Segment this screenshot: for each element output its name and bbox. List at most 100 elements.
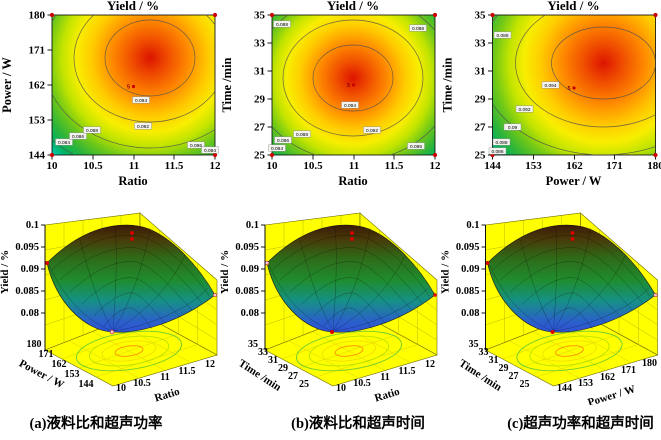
left-tick: 144 [79, 379, 94, 390]
left-tick: 29 [278, 363, 288, 374]
contour-value-labels: 0.088 0.088 0.094 0.092 0.088 0.086 0.08… [268, 20, 427, 152]
right-tick: 11 [380, 372, 389, 383]
z-tick: 0.1 [26, 220, 39, 231]
y-axis-title: Time /min [220, 57, 234, 112]
svg-text:0.086: 0.086 [190, 143, 202, 149]
x-tick: 10 [267, 160, 279, 172]
z-tick: 0.08 [241, 308, 259, 319]
surface-design-points [264, 231, 437, 334]
y-tick: 29 [254, 94, 266, 106]
contour-plot-a: Yield / % Power / W 180 171 162 153 144 [0, 0, 220, 188]
x-axis-title: Ratio [118, 174, 147, 188]
right-tick: 10.5 [353, 378, 371, 389]
x-tick: 10.5 [303, 160, 323, 172]
contour-row: Yield / % Power / W 180 171 162 153 144 [0, 0, 661, 200]
y-tick: 25 [475, 150, 487, 162]
left-tick: 180 [27, 339, 42, 350]
svg-text:0.088: 0.088 [412, 26, 424, 32]
left-tick: 27 [509, 371, 519, 382]
svg-text:0.088: 0.088 [276, 22, 288, 28]
left-tick: 33 [479, 347, 489, 358]
y-tick: 33 [254, 38, 266, 50]
left-tick: 27 [288, 371, 298, 382]
contour-surface [492, 14, 656, 156]
contour-value-labels: 0.084 0.086 0.088 0.092 0.094 0.086 0.08… [55, 96, 219, 154]
z-axis-title: Yield / % [440, 250, 452, 294]
center-design-point: 5 [567, 86, 576, 92]
left-tick: 31 [268, 355, 278, 366]
right-axis-title: Power / W [586, 383, 636, 405]
plot-title: Yield / % [327, 0, 379, 13]
z-tick: 0.09 [21, 264, 39, 275]
x-tick: 171 [606, 160, 623, 172]
surface-plot-a: 0.1 0.095 0.09 0.085 0.08 Yield / % 180 … [0, 212, 218, 405]
z-tick: 0.09 [241, 264, 259, 275]
y-axis-title: Power / W [0, 57, 14, 113]
z-tick: 0.085 [456, 286, 480, 297]
corner-design-points [269, 12, 438, 158]
response-surface [46, 224, 216, 333]
x-axis-title: Ratio [338, 174, 367, 188]
z-tick: 0.08 [21, 308, 39, 319]
y-tick: 27 [254, 122, 266, 134]
surface-plot-b: 0.1 0.095 0.09 0.085 0.08 Yield / % 35 3… [220, 212, 438, 405]
y-tick: 33 [475, 38, 487, 50]
right-axis-title: Ratio [153, 385, 182, 404]
surface-plot-c: 0.1 0.095 0.09 0.085 0.08 Yield / % 35 3… [440, 212, 659, 405]
floor-contour-rings [516, 330, 623, 372]
y-tick: 35 [475, 10, 487, 22]
svg-text:0.09: 0.09 [508, 125, 518, 131]
svg-text:0.092: 0.092 [137, 124, 149, 130]
contour-value-labels: 0.086 0.094 0.092 0.09 0.088 0.086 [488, 31, 560, 155]
svg-text:5: 5 [567, 86, 570, 92]
right-axis-title: Ratio [373, 385, 402, 404]
svg-text:0.086: 0.086 [491, 149, 503, 155]
right-tick: 10 [336, 383, 346, 394]
x-tick: 180 [647, 160, 661, 172]
svg-text:0.088: 0.088 [495, 140, 507, 146]
plot-title: Yield / % [547, 0, 599, 13]
response-surface [266, 224, 436, 333]
surface-mesh [48, 225, 211, 332]
caption-b: (b)液料比和超声时间 [291, 416, 425, 432]
plot-title: Yield / % [107, 0, 159, 13]
left-tick: 35 [248, 339, 258, 350]
svg-text:0.084: 0.084 [271, 146, 283, 152]
x-axis-ticks: 144 153 162 171 180 [484, 155, 661, 172]
svg-text:0.086: 0.086 [410, 144, 422, 150]
y-tick: 153 [29, 115, 46, 127]
floor [44, 312, 218, 387]
x-tick: 12 [430, 160, 441, 172]
y-axis-ticks: 35 33 31 29 27 25 [254, 10, 272, 162]
right-tick: 11 [160, 372, 169, 383]
contour-plot-b: Yield / % Time /min 35 33 31 29 27 25 [220, 0, 441, 188]
right-tick: 12 [205, 359, 215, 370]
svg-text:0.086: 0.086 [72, 134, 84, 140]
svg-text:5: 5 [127, 85, 130, 91]
z-tick: 0.1 [466, 220, 479, 231]
z-tick: 0.085 [235, 286, 259, 297]
svg-text:0.094: 0.094 [135, 98, 147, 104]
left-tick: 162 [52, 359, 67, 370]
svg-text:0.084: 0.084 [204, 148, 216, 154]
x-tick: 10 [47, 160, 59, 172]
svg-text:0.084: 0.084 [58, 140, 70, 146]
caption-a: (a)液料比和超声功率 [29, 416, 163, 432]
right-tick: 171 [621, 365, 636, 376]
left-tick: 25 [299, 379, 309, 390]
right-tick: 153 [578, 378, 593, 389]
z-axis: 0.1 0.095 0.09 0.085 0.08 Yield / % [220, 220, 266, 350]
right-tick: 11.5 [399, 366, 416, 377]
contour-lines [272, 15, 435, 155]
surface-design-points [485, 231, 658, 334]
y-axis-ticks: 180 171 162 153 144 [29, 10, 52, 162]
y-tick: 27 [475, 122, 487, 134]
floor-contour-rings [296, 330, 402, 372]
z-tick: 0.09 [461, 264, 479, 275]
x-tick: 11.5 [385, 160, 404, 172]
x-axis-ticks: 10 10.5 11 11.5 12 [267, 155, 441, 172]
z-tick: 0.095 [235, 242, 259, 253]
corner-design-points [49, 12, 218, 158]
svg-text:0.086: 0.086 [496, 33, 508, 39]
